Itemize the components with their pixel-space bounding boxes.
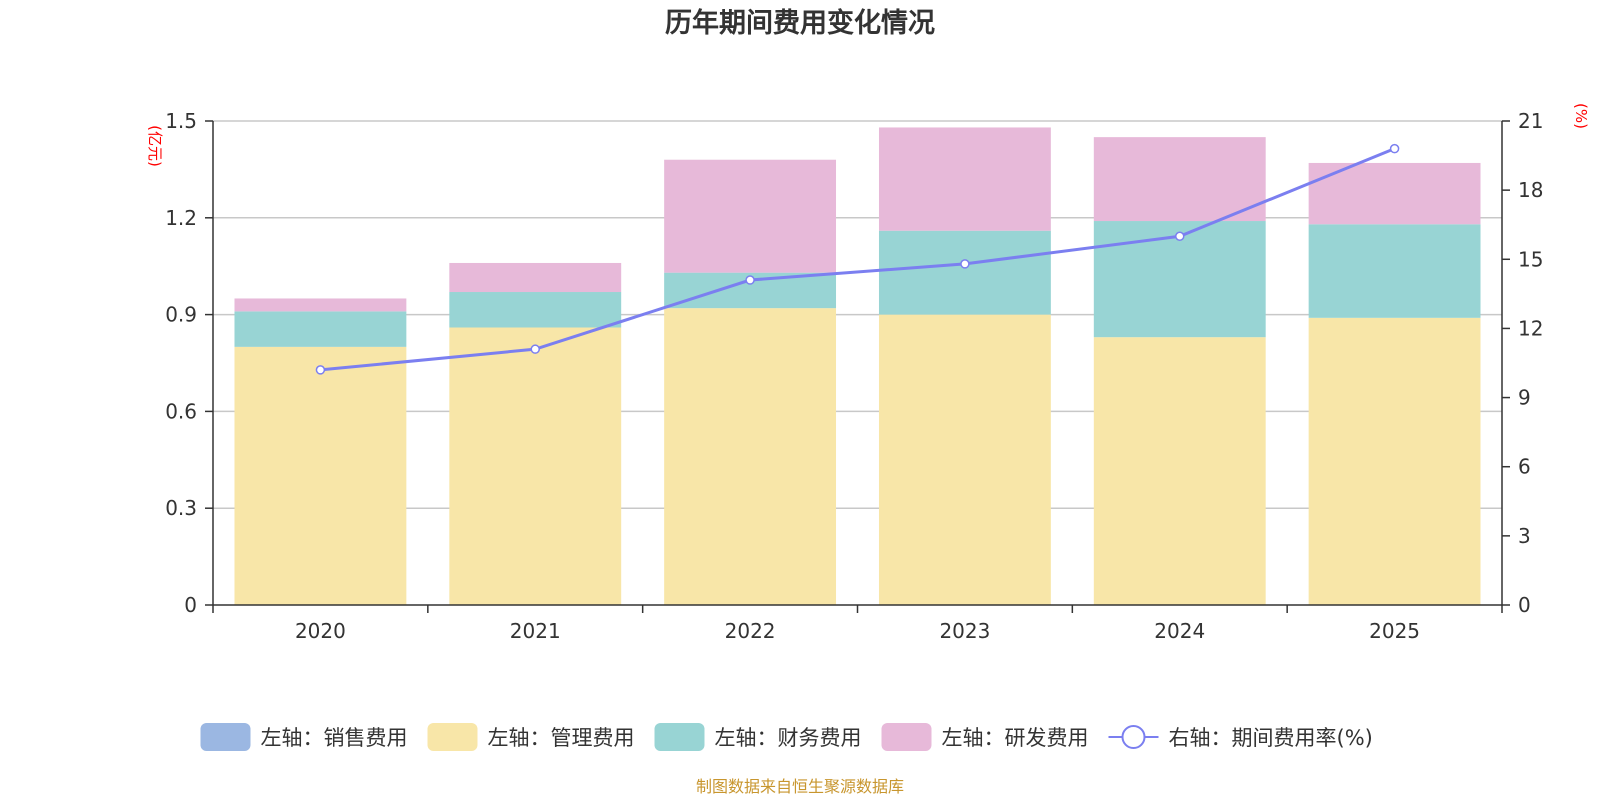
legend: 左轴：销售费用 左轴：管理费用 左轴：财务费用 左轴：研发费用 右轴：期间费用率(%) xyxy=(200,723,1373,751)
x-tick-label: 2023 xyxy=(939,619,990,643)
legend-swatch xyxy=(881,723,932,751)
x-tick-label: 2024 xyxy=(1154,619,1205,643)
legend-swatch xyxy=(200,723,251,751)
left-tick-label: 0.9 xyxy=(165,303,197,327)
rate-point xyxy=(530,344,540,354)
rate-point xyxy=(1175,231,1185,241)
legend-marker-icon xyxy=(1121,725,1146,749)
bar-segment xyxy=(1308,317,1481,605)
x-tick-label: 2022 xyxy=(725,619,776,643)
right-tick-label: 0 xyxy=(1518,593,1531,617)
bar-segment xyxy=(234,298,407,312)
legend-label: 左轴：销售费用 xyxy=(261,726,408,750)
right-tick-label: 9 xyxy=(1518,386,1531,410)
bar-segment xyxy=(878,314,1051,605)
bar-segment xyxy=(234,311,407,347)
x-tick-label: 2021 xyxy=(510,619,561,643)
legend-label: 左轴：管理费用 xyxy=(488,726,635,750)
legend-label: 左轴：研发费用 xyxy=(942,726,1089,750)
bar-segment xyxy=(1308,224,1481,318)
right-tick-label: 21 xyxy=(1518,109,1543,133)
left-tick-label: 1.5 xyxy=(165,109,197,133)
left-tick-label: 0.6 xyxy=(165,399,197,423)
bar-segment xyxy=(664,308,837,605)
rate-line xyxy=(315,143,1400,375)
rate-point xyxy=(315,365,326,375)
bar-segment xyxy=(449,262,622,293)
bar-segment xyxy=(1093,137,1266,222)
rate-point xyxy=(745,275,755,285)
right-tick-label: 6 xyxy=(1518,455,1531,479)
rate-point xyxy=(960,259,970,269)
x-tick-label: 2025 xyxy=(1369,619,1420,643)
gridlines xyxy=(213,120,1502,509)
left-tick-label: 0.3 xyxy=(165,496,197,520)
bar-segment xyxy=(878,127,1051,231)
rate-point xyxy=(1389,143,1400,154)
data-source-note: 制图数据来自恒生聚源数据库 xyxy=(696,777,904,796)
legend-swatch xyxy=(427,723,478,751)
bar-segment xyxy=(449,292,622,328)
chart-title: 历年期间费用变化情况 xyxy=(665,7,935,39)
legend-swatch xyxy=(654,723,705,751)
bar-segment xyxy=(878,230,1051,315)
right-tick-label: 12 xyxy=(1518,316,1543,340)
bar-segment xyxy=(449,327,622,605)
bar-segment xyxy=(664,159,837,273)
legend-label: 左轴：财务费用 xyxy=(715,726,862,750)
bar-segment xyxy=(1093,337,1266,605)
bar-segment xyxy=(234,346,407,605)
right-axis-unit: (%) xyxy=(1572,103,1590,129)
left-tick-label: 0 xyxy=(184,593,197,617)
rate-line-path xyxy=(320,147,1396,372)
left-axis-unit: (亿元) xyxy=(146,125,164,167)
axes: 0 0.3 0.6 0.9 1.2 1.5 0 3 6 9 12 15 18 21 2020 2021 2022… xyxy=(165,109,1543,643)
left-tick-label: 1.2 xyxy=(165,206,197,230)
legend-label: 右轴：期间费用率(%) xyxy=(1169,726,1373,750)
right-tick-label: 18 xyxy=(1518,178,1543,202)
bars xyxy=(234,127,1481,605)
right-tick-label: 15 xyxy=(1518,247,1543,271)
x-tick-label: 2020 xyxy=(295,619,346,643)
right-tick-label: 3 xyxy=(1518,524,1531,548)
